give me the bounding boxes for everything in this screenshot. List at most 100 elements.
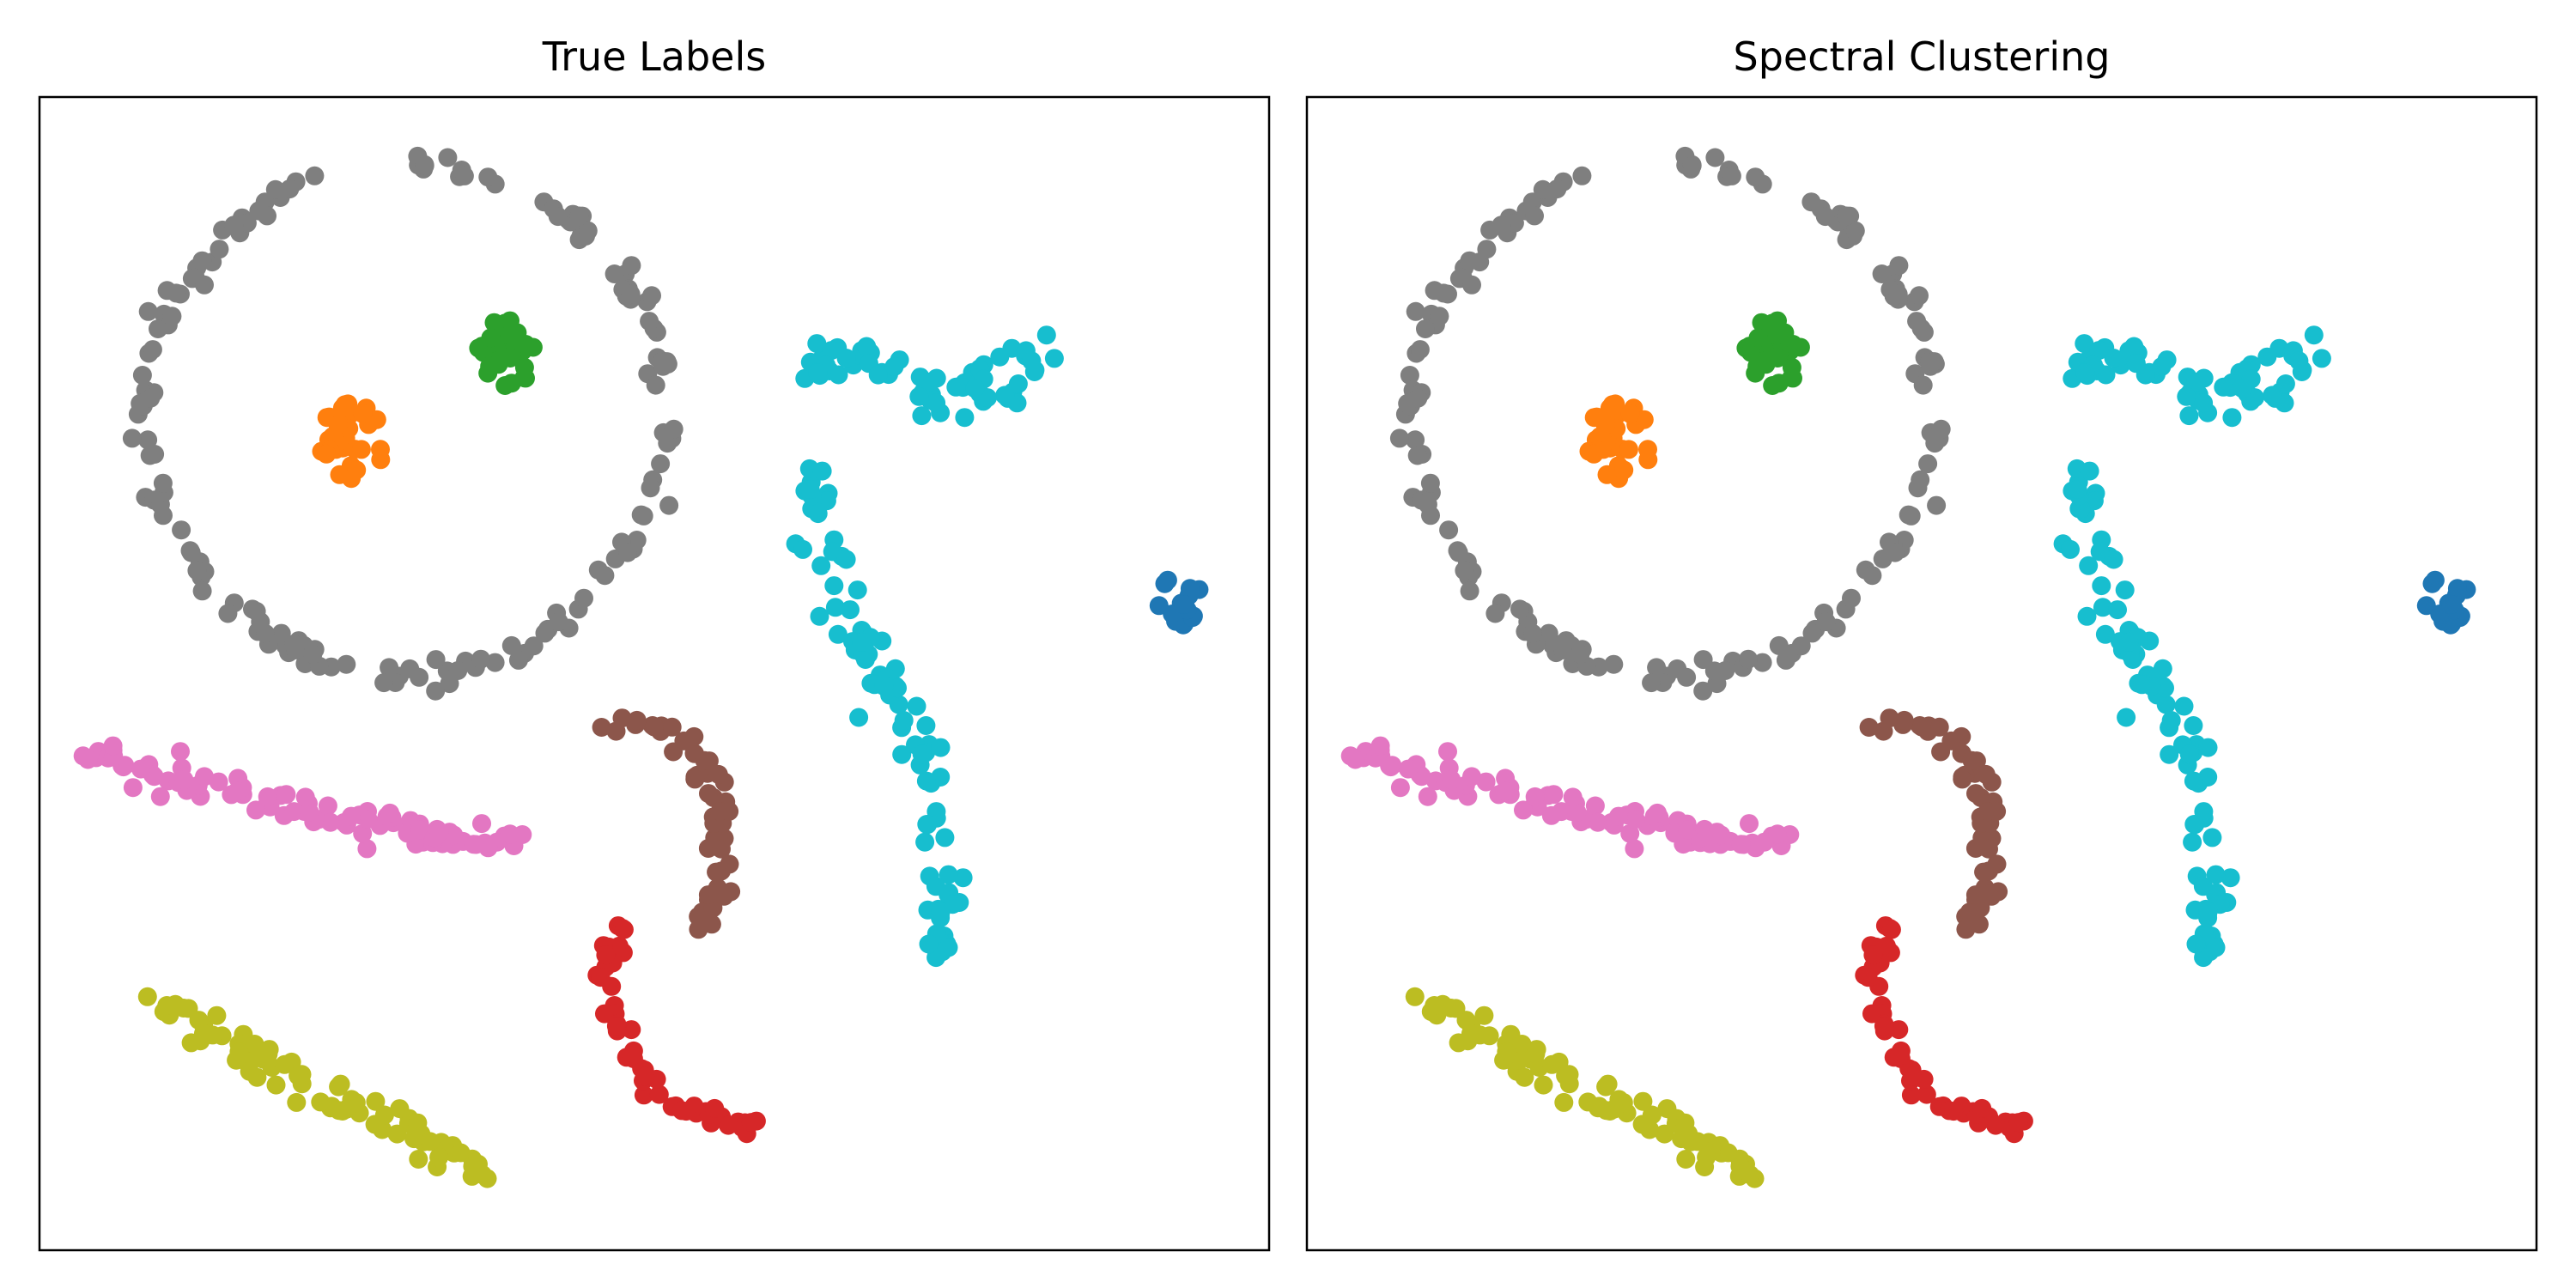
scatter-point (1881, 920, 1901, 939)
scatter-point (926, 877, 945, 896)
scatter-point (1625, 839, 1644, 859)
scatter-point (280, 179, 300, 199)
scatter-point (1497, 1042, 1516, 1062)
scatter-point (1585, 796, 1605, 816)
scatter-point (478, 838, 498, 858)
scatter-point (464, 835, 483, 854)
scatter-point (868, 365, 888, 385)
scatter-point (1572, 166, 1592, 185)
scatter-point (1522, 192, 1542, 212)
scatter-point (812, 461, 832, 481)
scatter-point (1901, 506, 1921, 526)
scatter-point (138, 430, 158, 450)
scatter-point (915, 832, 935, 852)
plot-frame (1305, 95, 2538, 1252)
scatter-point (1862, 566, 1882, 586)
scatter-point (305, 166, 325, 185)
scatter-point (1845, 221, 1865, 240)
scatter-point (807, 334, 827, 354)
scatter-point (849, 708, 869, 727)
scatter-point (645, 717, 664, 737)
scatter-point (664, 742, 683, 762)
scatter-point (195, 767, 214, 787)
scatter-point (1460, 251, 1479, 270)
scatter-point (931, 738, 951, 757)
scatter-point (2068, 480, 2087, 499)
scatter-point (1455, 561, 1474, 580)
scatter-point (2186, 934, 2206, 954)
cluster-orange-blob (312, 394, 391, 489)
scatter-point (811, 556, 831, 575)
scatter-point (514, 368, 534, 387)
scatter-point (1620, 823, 1640, 843)
scatter-point (931, 902, 951, 921)
scatter-point (508, 650, 528, 670)
scatter-point (614, 920, 634, 939)
scatter-point (894, 711, 914, 730)
scatter-point (1442, 770, 1461, 790)
scatter-point (1604, 654, 1624, 674)
cluster-green-blob (469, 311, 543, 395)
scatter-point (946, 377, 966, 397)
scatter-point (162, 307, 182, 326)
scatter-point (1470, 1025, 1490, 1045)
scatter-point (429, 1147, 449, 1167)
chart-title: True Labels (542, 33, 766, 80)
scatter-point (1815, 207, 1835, 227)
scatter-point (965, 379, 985, 398)
scatter-point (1931, 419, 1951, 439)
scatter-point (606, 1017, 626, 1036)
spectral-clustering-panel: Spectral Clustering (1305, 33, 2538, 1252)
scatter-point (1400, 366, 1419, 385)
scatter-point (824, 576, 844, 596)
scatter-point (351, 440, 371, 459)
scatter-point (275, 1054, 295, 1074)
scatter-points (73, 146, 1209, 1188)
scatter-point (256, 623, 275, 643)
scatter-point (149, 319, 167, 338)
scatter-point (1917, 1084, 1936, 1104)
scatter-point (649, 1084, 669, 1104)
scatter-point (1802, 623, 1822, 643)
scatter-point (2174, 696, 2194, 716)
scatter-point (454, 166, 474, 185)
scatter-point (1609, 806, 1628, 826)
scatter-point (1525, 787, 1545, 806)
scatter-point (712, 839, 731, 859)
scatter-point (203, 1025, 222, 1045)
scatter-point (634, 1085, 653, 1105)
scatter-point (592, 718, 611, 737)
scatter-point (1596, 1101, 1616, 1121)
scatter-point (822, 341, 841, 361)
scatter-point (1525, 206, 1544, 226)
scatter-point (2136, 365, 2155, 385)
scatter-point (2206, 865, 2226, 884)
scatter-point (480, 356, 500, 376)
scatter-point (642, 286, 661, 306)
scatter-point (2077, 606, 2097, 626)
scatter-point (295, 787, 315, 807)
cluster-pink-band (73, 736, 532, 859)
scatter-point (472, 814, 491, 834)
scatter-point (708, 764, 728, 784)
scatter-point (154, 506, 173, 526)
scatter-point (1768, 349, 1788, 368)
scatter-point (426, 681, 446, 701)
scatter-point (907, 696, 927, 716)
scatter-point (1697, 1147, 1716, 1167)
scatter-point (501, 635, 521, 655)
scatter-point (884, 357, 904, 376)
scatter-point (478, 167, 498, 187)
scatter-point (662, 717, 682, 737)
scatter-point (578, 221, 598, 240)
scatter-point (243, 599, 262, 619)
scatter-point (1174, 595, 1194, 614)
scatter-point (132, 366, 152, 385)
scatter-point (415, 155, 434, 175)
scatter-point (1929, 717, 1949, 737)
scatter-point (265, 179, 285, 199)
scatter-point (699, 784, 718, 804)
scatter-point (622, 256, 641, 276)
scatter-point (1462, 275, 1481, 295)
